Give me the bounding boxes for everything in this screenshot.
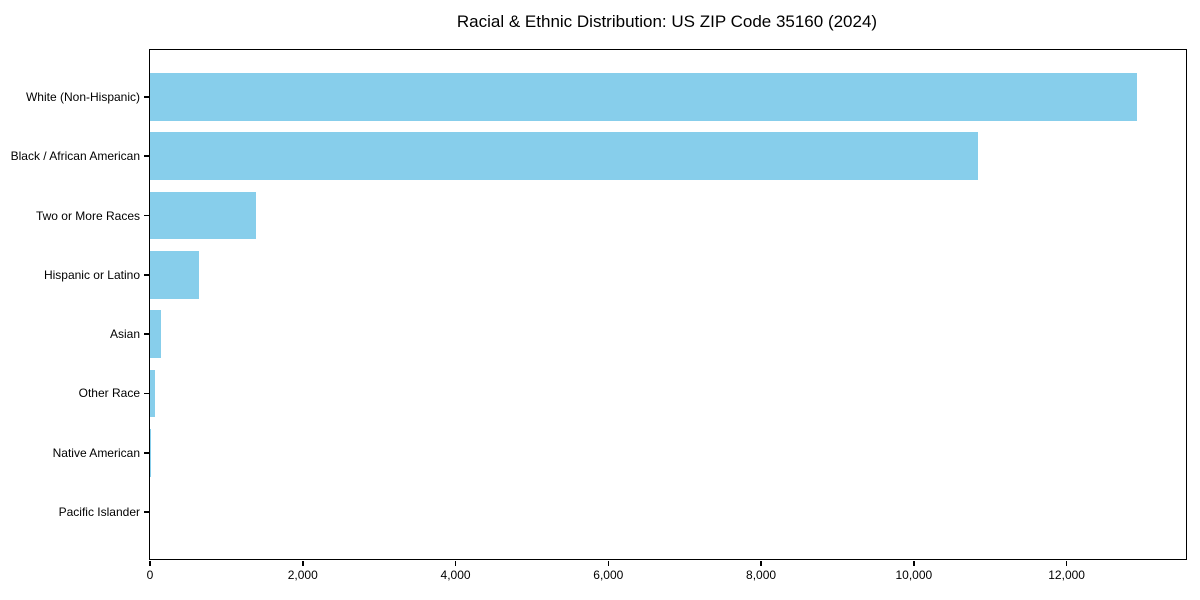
y-tick	[143, 96, 149, 98]
bar	[150, 429, 152, 477]
y-axis-label: Pacific Islander	[58, 505, 140, 520]
bar	[150, 251, 199, 299]
y-axis-label: Other Race	[78, 386, 140, 401]
plot-area: White (Non-Hispanic) Black / African Amer…	[11, 49, 1187, 582]
y-tick	[143, 511, 149, 513]
x-tick	[1065, 560, 1068, 566]
y-tick	[143, 155, 149, 157]
y-axis-label: White (Non-Hispanic)	[25, 89, 140, 104]
chart-title: Racial & Ethnic Distribution: US ZIP Cod…	[456, 12, 878, 31]
y-axis-label: Asian	[109, 327, 140, 342]
x-tick-label: 2,000	[287, 568, 318, 582]
x-tick-label: 0	[146, 568, 154, 582]
bar	[150, 132, 978, 180]
x-tick-label: 6,000	[593, 568, 624, 582]
x-tick	[760, 560, 762, 566]
bar	[150, 369, 155, 418]
x-tick	[913, 560, 915, 566]
x-tick-label: 12,000	[1048, 568, 1085, 582]
x-tick-label: 8,000	[746, 568, 777, 582]
bar	[150, 191, 256, 240]
x-tick	[454, 560, 457, 566]
bar	[150, 310, 162, 358]
y-tick	[143, 274, 149, 276]
y-axis-label: Native American	[52, 445, 140, 460]
y-axis-label: Black / African American	[10, 149, 140, 164]
x-tick-label: 4,000	[440, 568, 471, 582]
y-tick	[143, 392, 149, 395]
y-axis-label: Two or More Races	[35, 208, 140, 223]
bar	[150, 73, 1137, 121]
y-tick	[143, 214, 149, 217]
y-tick	[143, 333, 149, 335]
x-tick	[302, 560, 304, 566]
y-axis-label: Hispanic or Latino	[43, 267, 140, 282]
x-tick	[149, 560, 151, 566]
y-tick	[143, 452, 149, 454]
x-tick	[607, 560, 610, 566]
x-tick-label: 10,000	[895, 568, 933, 582]
